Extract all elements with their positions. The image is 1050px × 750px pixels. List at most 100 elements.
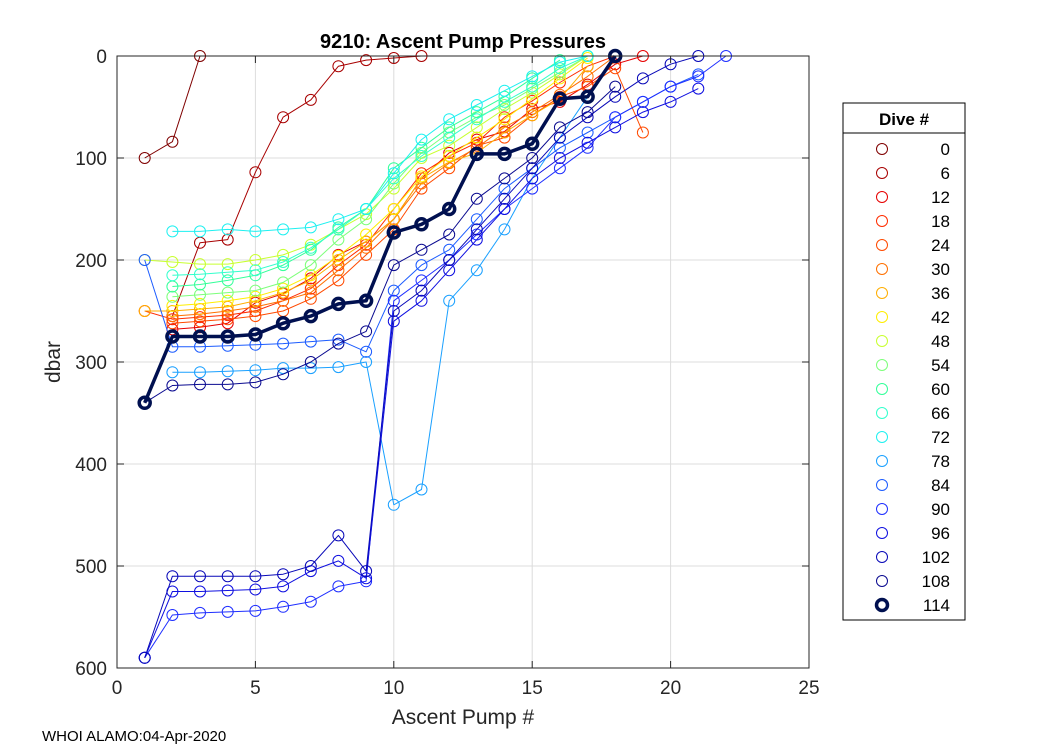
data-point <box>194 268 206 281</box>
data-point <box>249 254 262 266</box>
legend-box <box>842 102 966 621</box>
y-tick-label: 300 <box>75 353 107 374</box>
legend-label: 18 <box>931 212 950 231</box>
data-point <box>498 172 511 185</box>
legend-label: 42 <box>931 308 950 327</box>
data-point <box>387 259 400 272</box>
series-line-dive-96 <box>144 88 699 658</box>
y-tick-label: 100 <box>75 149 107 170</box>
data-point <box>387 52 400 64</box>
x-tick-label: 0 <box>112 678 123 699</box>
data-point <box>498 182 511 195</box>
data-point <box>443 294 456 307</box>
data-point <box>387 294 400 307</box>
legend-label: 84 <box>931 476 950 495</box>
data-point <box>636 72 649 85</box>
data-point <box>192 329 208 344</box>
data-point <box>498 126 511 139</box>
legend-item-54: 54 <box>876 356 950 375</box>
data-point <box>524 136 540 151</box>
data-point <box>498 103 511 115</box>
data-point <box>304 259 317 272</box>
legend-marker <box>876 479 888 491</box>
legend-item-96: 96 <box>876 524 950 543</box>
data-point <box>249 364 262 377</box>
data-point <box>581 106 594 119</box>
data-point <box>304 560 317 572</box>
data-point <box>165 329 180 344</box>
data-point <box>277 223 290 236</box>
data-point <box>470 233 483 246</box>
data-point <box>249 264 262 277</box>
data-point <box>304 335 317 348</box>
data-point <box>360 248 373 261</box>
legend-label: 0 <box>941 140 950 159</box>
data-point <box>443 264 456 277</box>
data-point <box>553 62 566 75</box>
data-point <box>387 167 400 180</box>
x-axis-label: Ascent Pump # <box>392 706 535 729</box>
x-tick-label: 20 <box>660 678 681 699</box>
data-point <box>415 259 428 272</box>
legend-label: 48 <box>931 332 950 351</box>
data-point <box>526 70 539 83</box>
data-point <box>194 366 206 379</box>
legend-marker <box>876 455 888 467</box>
data-point <box>304 93 317 106</box>
data-series <box>137 48 732 664</box>
data-point <box>194 297 206 310</box>
data-point <box>636 95 649 108</box>
series-line-dive-6 <box>171 55 422 317</box>
data-point <box>277 580 290 593</box>
data-point <box>636 106 649 119</box>
data-point <box>470 113 483 126</box>
data-point <box>249 166 262 179</box>
data-point <box>443 113 456 126</box>
legend-label: 12 <box>931 188 950 207</box>
data-point <box>194 315 206 328</box>
data-point <box>386 225 402 240</box>
data-point <box>249 376 262 389</box>
data-point <box>526 152 539 164</box>
y-axis-ticks: 0 100 200 300 400 500 600 <box>75 47 809 680</box>
legend-marker <box>876 551 888 563</box>
y-tick-label: 400 <box>75 455 107 476</box>
data-point <box>332 361 345 374</box>
data-point <box>304 292 317 305</box>
data-point <box>387 213 400 226</box>
legend-marker <box>876 359 888 371</box>
data-point <box>387 284 400 297</box>
x-axis-ticks: 0 5 10 15 20 25 <box>112 56 820 699</box>
legend-marker <box>876 407 888 419</box>
data-point <box>332 274 345 287</box>
data-point <box>166 366 179 379</box>
legend-label: 60 <box>931 380 950 399</box>
data-point <box>553 56 566 69</box>
data-point <box>553 121 566 134</box>
legend-marker <box>876 215 888 227</box>
legend-marker <box>876 431 888 443</box>
data-point <box>470 131 483 144</box>
legend-label: 6 <box>941 164 950 183</box>
data-point <box>581 126 594 139</box>
data-point <box>692 82 705 95</box>
data-point <box>526 86 539 99</box>
data-point <box>277 294 290 307</box>
data-point <box>552 91 568 107</box>
legend-item-0: 0 <box>876 140 950 159</box>
data-point <box>636 126 649 139</box>
data-point <box>526 80 539 93</box>
legend-marker <box>876 287 888 299</box>
data-point <box>358 293 374 309</box>
data-point <box>360 572 373 585</box>
data-point <box>194 585 206 598</box>
data-point <box>166 225 179 238</box>
data-point <box>470 121 483 134</box>
data-point <box>166 379 179 392</box>
data-point <box>332 529 345 542</box>
data-point <box>138 152 151 164</box>
y-tick-label: 600 <box>75 659 107 680</box>
data-point <box>415 483 428 496</box>
series-line-dive-0 <box>144 55 201 159</box>
data-point <box>609 111 622 124</box>
